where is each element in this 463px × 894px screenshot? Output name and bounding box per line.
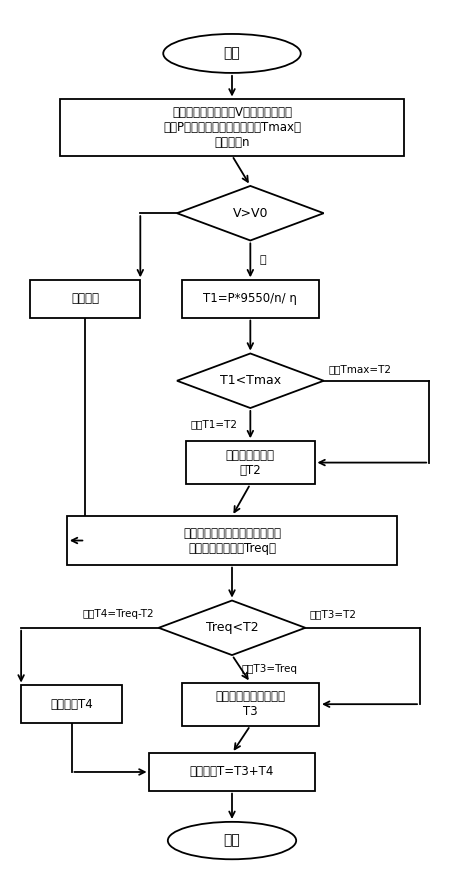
Text: 制动信号: 制动信号	[71, 292, 99, 306]
FancyBboxPatch shape	[30, 280, 140, 317]
FancyBboxPatch shape	[186, 441, 314, 484]
Text: 否，T4=Treq-T2: 否，T4=Treq-T2	[82, 609, 154, 619]
FancyBboxPatch shape	[67, 517, 396, 565]
Text: 结束: 结束	[223, 833, 240, 848]
Text: 液压制动T4: 液压制动T4	[50, 697, 93, 711]
Text: V>V0: V>V0	[232, 207, 268, 220]
FancyBboxPatch shape	[60, 99, 403, 156]
Text: 否，T3=T2: 否，T3=T2	[309, 609, 356, 619]
Text: T1=P*9550/n/ η: T1=P*9550/n/ η	[203, 292, 297, 306]
Text: 是，T1=T2: 是，T1=T2	[190, 419, 237, 430]
Text: 开始: 开始	[223, 46, 240, 61]
FancyBboxPatch shape	[149, 754, 314, 790]
Text: 检测制动踏板、车速V、电池允许充电
功率P、电机最大再生制动力矩Tmax，
电机转速n: 检测制动踏板、车速V、电池允许充电 功率P、电机最大再生制动力矩Tmax， 电机…	[163, 106, 300, 149]
Text: 是: 是	[259, 256, 266, 266]
FancyBboxPatch shape	[181, 683, 319, 726]
FancyBboxPatch shape	[21, 686, 122, 723]
Text: 是，T3=Treq: 是，T3=Treq	[241, 664, 296, 674]
FancyBboxPatch shape	[181, 280, 319, 317]
Text: 否，Tmax=T2: 否，Tmax=T2	[327, 364, 390, 374]
Text: T1<Tmax: T1<Tmax	[219, 375, 280, 387]
Text: 可用再生制动力
矩T2: 可用再生制动力 矩T2	[225, 449, 274, 477]
Text: Treq<T2: Treq<T2	[205, 621, 258, 635]
Text: 电机系统再生制动力矩
T3: 电机系统再生制动力矩 T3	[215, 690, 285, 718]
Text: 电子稳定控制系统根据制动信号
解析制动力矩需求Treq；: 电子稳定控制系统根据制动信号 解析制动力矩需求Treq；	[182, 527, 281, 554]
Text: 制动力矩T=T3+T4: 制动力矩T=T3+T4	[189, 765, 274, 779]
